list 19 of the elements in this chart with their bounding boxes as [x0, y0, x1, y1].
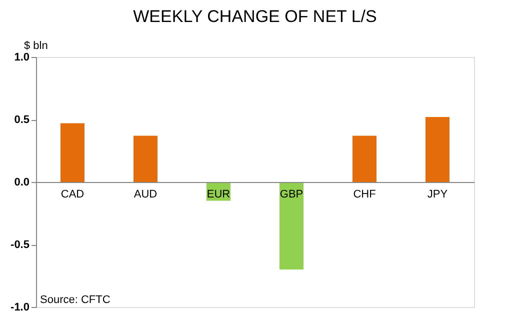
- x-tick-label: EUR: [206, 188, 230, 200]
- y-tick-label: -1.0: [10, 302, 30, 314]
- y-tick-label: 1.0: [14, 52, 30, 64]
- x-tick-label: AUD: [134, 188, 158, 200]
- y-tick-label: -0.5: [10, 239, 30, 251]
- x-tick-label: GBP: [280, 188, 304, 200]
- y-tick-label: 0.5: [14, 114, 30, 126]
- x-tick-label: CHF: [353, 188, 376, 200]
- bar: [60, 123, 84, 182]
- x-tick-label: CAD: [60, 188, 84, 200]
- y-axis-title: $ bln: [24, 40, 48, 52]
- chart-title: WEEKLY CHANGE OF NET L/S: [133, 7, 377, 26]
- x-tick-label: JPY: [427, 188, 448, 200]
- bar: [280, 182, 304, 270]
- annotation: Source: CFTC: [40, 294, 110, 306]
- y-tick-label: 0.0: [14, 176, 30, 188]
- bar: [134, 136, 158, 182]
- bar: [426, 117, 450, 182]
- bar: [352, 136, 376, 182]
